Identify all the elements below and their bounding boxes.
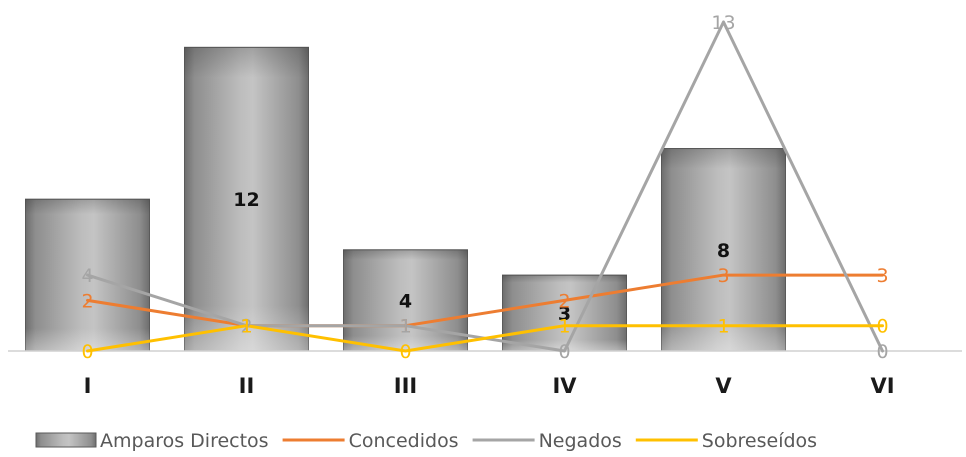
bar-label-iii: 4 [399,290,412,312]
bar-label-iv: 3 [558,303,571,325]
legend-item-amparos-directos: Amparos Directos [35,430,269,452]
legend-item-concedidos: Concedidos [282,430,459,452]
legend-item-sobrese-dos: Sobreseídos [635,430,817,452]
bar-label-v: 8 [717,240,730,262]
point-label-concedidos-vi: 3 [876,265,888,287]
legend-label-amparos-directos: Amparos Directos [100,430,269,452]
bars-layer [25,46,786,352]
lines-layer [86,20,884,353]
legend-label-negados: Negados [539,430,622,452]
point-label-negados-v: 13 [711,12,735,34]
point-label-sobrese-dos-vi: 0 [876,316,888,338]
bar-shade-ii [184,47,309,352]
bar-shade-iv [502,275,627,351]
point-label-concedidos-iii: 1 [399,316,411,338]
point-label-sobrese-dos-ii: 1 [240,316,252,338]
point-label-concedidos-i: 2 [81,290,93,312]
x-tick-v: V [715,374,732,398]
line-sobrese-dos [86,324,884,353]
point-label-concedidos-v: 3 [717,265,729,287]
bar-shade-iii [343,249,468,351]
legend-label-concedidos: Concedidos [349,430,459,452]
point-label-negados-i: 4 [81,265,93,287]
point-label-sobrese-dos-iv: 1 [558,316,570,338]
point-label-negados-ii: 2 [240,316,252,338]
point-label-concedidos-iv: 2 [558,290,570,312]
bar-labels-layer: 12 4 3 8 [233,189,730,325]
point-label-sobrese-dos-v: 1 [717,316,729,338]
x-tick-iv: IV [552,374,577,398]
legend-swatch-amparos-directos [35,432,97,448]
x-axis-labels: I II III IV V VI [84,374,895,398]
x-tick-ii: II [239,374,255,398]
point-label-negados-vi: 0 [876,341,888,363]
point-label-sobrese-dos-iii: 0 [399,341,411,363]
x-tick-iii: III [394,374,417,398]
legend: Amparos Directos Concedidos Negados Sobrese… [35,430,817,452]
point-label-negados-iii: 1 [399,316,411,338]
bar-shade-v [661,148,786,351]
legend-item-negados: Negados [472,430,622,452]
x-tick-vi: VI [870,374,894,398]
point-label-concedidos-ii: 1 [240,316,252,338]
legend-label-sobrese-dos: Sobreseídos [702,430,817,452]
line-concedidos [86,273,884,328]
point-label-sobrese-dos-i: 0 [81,341,93,363]
point-label-negados-iv: 0 [558,341,570,363]
bar-label-ii: 12 [233,189,259,211]
x-tick-i: I [84,374,92,398]
